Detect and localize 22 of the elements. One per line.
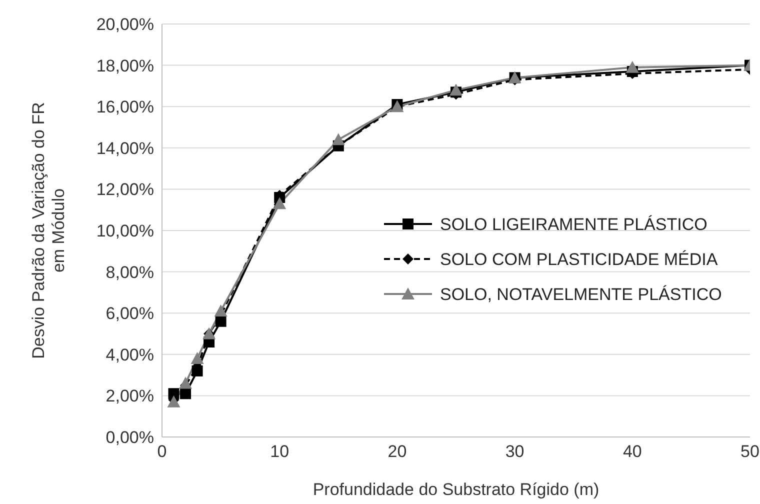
- y-axis-title: Desvio Padrão da Variação do FR em Módulo: [29, 102, 68, 359]
- y-tick-label: 10,00%: [96, 222, 154, 241]
- x-tick-label: 10: [270, 442, 290, 462]
- y-tick-label: 6,00%: [106, 304, 154, 324]
- x-tick-label: 30: [505, 442, 524, 462]
- y-tick-label: 12,00%: [96, 180, 154, 200]
- y-tick-label: 8,00%: [106, 262, 154, 282]
- x-axis-title: Profundidade do Substrato Rígido (m): [312, 480, 600, 499]
- x-tick-label: 0: [157, 442, 167, 462]
- legend-label: SOLO LIGEIRAMENTE PLÁSTICO: [440, 214, 708, 235]
- y-tick-label: 2,00%: [106, 386, 154, 406]
- y-tick-label: 18,00%: [96, 56, 154, 76]
- y-tick-label: 14,00%: [96, 138, 154, 158]
- legend-label: SOLO COM PLASTICIDADE MÉDIA: [440, 249, 719, 270]
- legend-label: SOLO, NOTAVELMENTE PLÁSTICO: [440, 284, 723, 305]
- y-tick-label: 0,00%: [106, 428, 154, 448]
- y-tick-label: 4,00%: [106, 345, 154, 364]
- y-tick-label: 16,00%: [96, 98, 154, 117]
- x-tick-label: 20: [388, 442, 407, 462]
- x-tick-label: 40: [622, 442, 642, 462]
- x-tick-label: 50: [740, 442, 760, 462]
- y-tick-label: 20,00%: [96, 15, 154, 34]
